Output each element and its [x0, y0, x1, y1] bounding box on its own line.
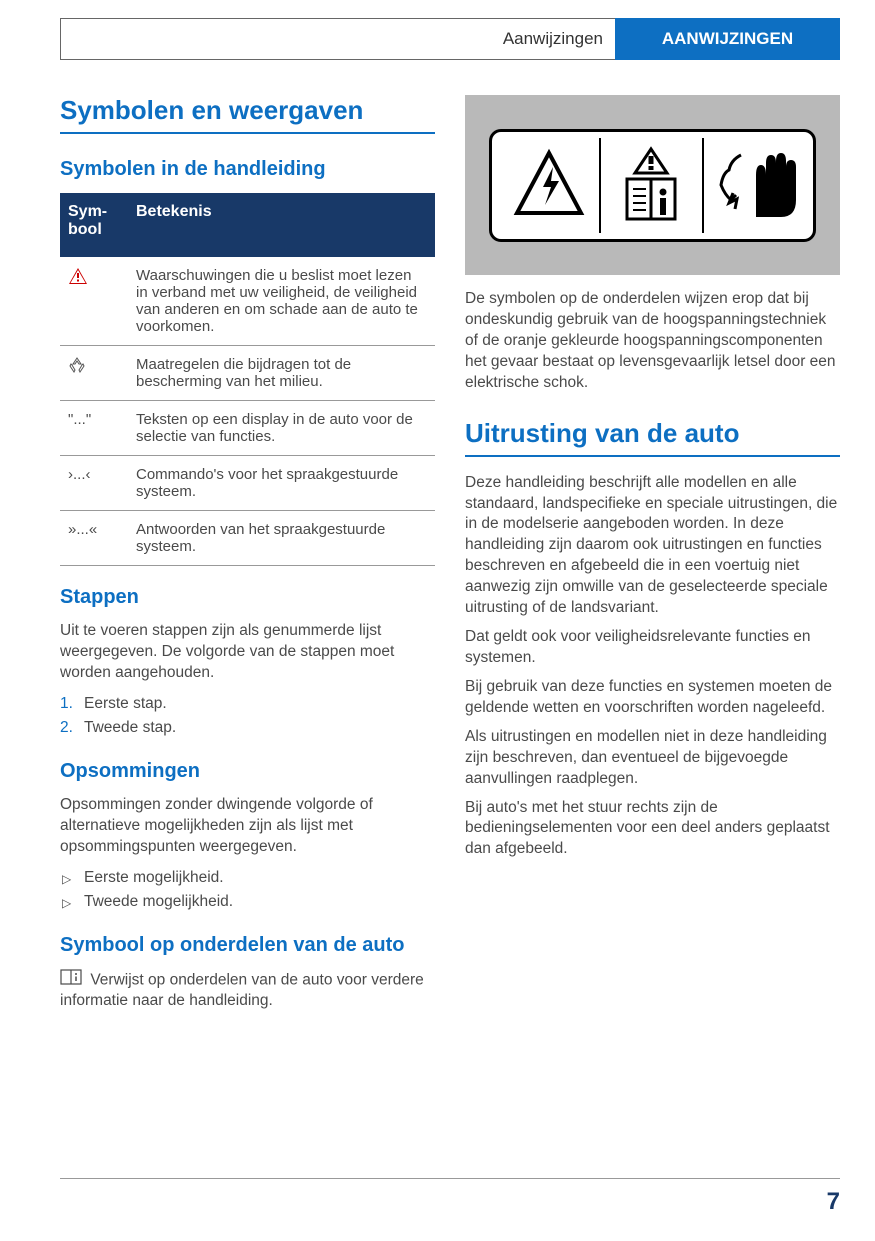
equipment-paragraph: Als uitrustingen en modellen niet in dez… [465, 727, 840, 790]
step-text: Eerste stap. [84, 695, 167, 712]
bullets-list: Eerste mogelijkheid. Tweede mogelijkheid… [60, 866, 435, 914]
read-manual-panel [601, 138, 704, 233]
book-info-icon [60, 969, 82, 992]
parts-text-content: Verwijst op onderdelen van de auto voor … [60, 971, 424, 1009]
meaning-cell: Teksten op een display in de auto voor d… [128, 401, 435, 456]
equipment-paragraph: Bij auto's met het stuur rechts zijn de … [465, 798, 840, 861]
symbol-cell [60, 346, 128, 401]
symbol-table: Sym- bool Betekenis [60, 193, 435, 566]
heading-symbols-display: Symbolen en weergaven [60, 95, 435, 134]
right-column: De symbolen op de onderdelen wijzen erop… [465, 95, 840, 1020]
page-number: 7 [827, 1188, 840, 1216]
list-item: Tweede mogelijkheid. [60, 890, 435, 914]
table-row: ›...‹ Commando's voor het spraakgestuurd… [60, 456, 435, 511]
heading-parts-symbol: Symbool op onderdelen van de auto [60, 934, 435, 957]
step-number: 1. [60, 695, 73, 713]
table-header-symbol: Sym- bool [60, 193, 128, 257]
parts-text: Verwijst op onderdelen van de auto voor … [60, 969, 435, 1013]
recycle-icon [68, 356, 86, 374]
heading-bullets: Opsommingen [60, 760, 435, 783]
footer-divider [60, 1178, 840, 1179]
heading-equipment: Uitrusting van de auto [465, 418, 840, 457]
warning-triangle-icon [68, 267, 88, 285]
figure-caption: De symbolen op de onderdelen wijzen erop… [465, 289, 840, 394]
meaning-cell: Antwoorden van het spraakgestuurde syste… [128, 511, 435, 566]
bullets-intro: Opsommingen zonder dwingende volgorde of… [60, 795, 435, 858]
page-header: Aanwijzingen AANWIJZINGEN [60, 18, 840, 60]
table-row: Maatregelen die bijdragen tot de bescher… [60, 346, 435, 401]
breadcrumb: Aanwijzingen [60, 18, 615, 60]
shock-hand-panel [704, 138, 807, 233]
meaning-cell: Waarschuwingen die u beslist moet lezen … [128, 257, 435, 346]
equipment-paragraph: Deze handleiding beschrijft alle modelle… [465, 473, 840, 619]
list-item: 1. Eerste stap. [60, 692, 435, 716]
table-row: "..." Teksten op een display in de auto … [60, 401, 435, 456]
meaning-cell: Maatregelen die bijdragen tot de bescher… [128, 346, 435, 401]
left-column: Symbolen en weergaven Symbolen in de han… [60, 95, 435, 1020]
symbol-cell: "..." [60, 401, 128, 456]
step-text: Tweede stap. [84, 719, 176, 736]
steps-list: 1. Eerste stap. 2. Tweede stap. [60, 692, 435, 740]
symbol-cell: ›...‹ [60, 456, 128, 511]
list-item: Eerste mogelijkheid. [60, 866, 435, 890]
equipment-paragraph: Dat geldt ook voor veiligheidsrelevante … [465, 627, 840, 669]
heading-steps: Stappen [60, 586, 435, 609]
steps-intro: Uit te voeren stappen zijn als genummerd… [60, 621, 435, 684]
step-number: 2. [60, 719, 73, 737]
table-header-meaning: Betekenis [128, 193, 435, 257]
equipment-paragraph: Bij gebruik van deze functies en systeme… [465, 677, 840, 719]
list-item: 2. Tweede stap. [60, 716, 435, 740]
table-row: »...« Antwoorden van het spraakgestuurde… [60, 511, 435, 566]
warning-figure [465, 95, 840, 275]
section-title: AANWIJZINGEN [615, 18, 840, 60]
symbol-cell [60, 257, 128, 346]
meaning-cell: Commando's voor het spraakgestuurde syst… [128, 456, 435, 511]
high-voltage-panel [498, 138, 601, 233]
table-row: Waarschuwingen die u beslist moet lezen … [60, 257, 435, 346]
symbol-cell: »...« [60, 511, 128, 566]
heading-symbols-manual: Symbolen in de handleiding [60, 158, 435, 181]
